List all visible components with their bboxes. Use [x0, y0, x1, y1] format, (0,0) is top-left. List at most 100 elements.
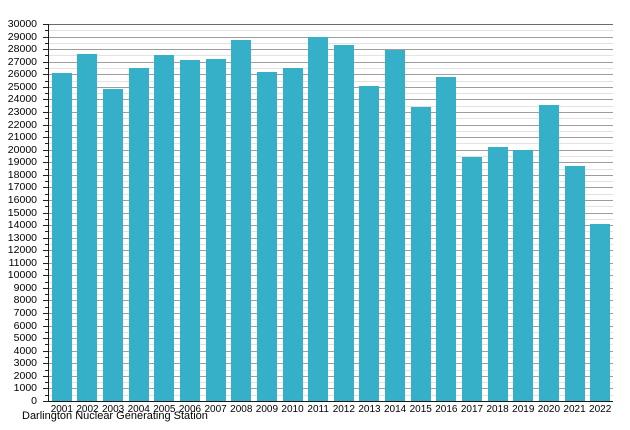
- bar-2013: [359, 85, 380, 401]
- gridline-6000: [49, 325, 613, 327]
- gridline-25500: [49, 80, 613, 82]
- gridline-21000: [49, 137, 613, 139]
- y-tick-15000: [43, 212, 48, 214]
- x-label-2008: 2008: [230, 404, 253, 415]
- y-label-7000: 7000: [13, 307, 37, 320]
- y-tick-12500: [45, 243, 48, 245]
- gridline-16500: [49, 193, 613, 195]
- y-tick-23500: [45, 105, 48, 107]
- bar-2016: [436, 76, 457, 401]
- gridline-9000: [49, 287, 613, 289]
- y-tick-6500: [45, 319, 48, 321]
- y-label-15000: 15000: [7, 206, 37, 219]
- y-label-26000: 26000: [7, 68, 37, 81]
- y-tick-22500: [45, 118, 48, 120]
- gridline-2000: [49, 375, 613, 377]
- gridline-29000: [49, 36, 613, 38]
- gridline-24000: [49, 99, 613, 101]
- gridline-11000: [49, 262, 613, 264]
- y-tick-23000: [43, 111, 48, 113]
- gridline-9500: [49, 281, 613, 283]
- y-tick-18000: [43, 174, 48, 176]
- gridline-1500: [49, 382, 613, 384]
- bar-2001: [51, 73, 72, 401]
- gridline-19000: [49, 162, 613, 164]
- y-tick-24500: [45, 93, 48, 95]
- y-label-22000: 22000: [7, 118, 37, 131]
- gridline-30000: [49, 24, 613, 25]
- bar-2007: [205, 58, 226, 401]
- gridline-10500: [49, 269, 613, 271]
- bar-2014: [385, 49, 406, 401]
- y-tick-5500: [45, 331, 48, 333]
- gridline-500: [49, 394, 613, 396]
- gridline-8000: [49, 300, 613, 302]
- x-label-2006: 2006: [178, 404, 202, 415]
- gridline-12500: [49, 243, 613, 245]
- y-label-25000: 25000: [7, 80, 37, 93]
- y-tick-19500: [45, 155, 48, 157]
- plot-area: 0 1000 2000 3000 4000 5000 6000 7000 8000 9000 100…: [8, 19, 613, 415]
- y-label-5000: 5000: [13, 332, 37, 345]
- gridline-5000: [49, 338, 613, 340]
- y-tick-27500: [45, 55, 48, 57]
- x-label-2010: 2010: [281, 404, 304, 415]
- x-label-2002: 2002: [76, 404, 99, 415]
- gridline-28500: [49, 42, 613, 44]
- y-tick-29000: [43, 36, 48, 38]
- y-tick-0: [43, 401, 48, 402]
- x-label-2001: 2001: [50, 404, 73, 415]
- gridline-26500: [49, 67, 613, 69]
- gridline-5500: [49, 331, 613, 333]
- gridline-7500: [49, 306, 613, 308]
- gridline-17000: [49, 187, 613, 189]
- y-label-19000: 19000: [7, 156, 37, 169]
- bar-2015: [410, 106, 431, 401]
- bar-2020: [538, 105, 559, 401]
- gridline-27500: [49, 55, 613, 57]
- gridline-8500: [49, 294, 613, 296]
- x-label-2016: 2016: [435, 404, 458, 415]
- y-label-24000: 24000: [7, 93, 37, 106]
- bar-2008: [231, 39, 252, 401]
- y-label-1000: 1000: [13, 382, 37, 395]
- y-tick-3000: [43, 363, 48, 365]
- y-label-23000: 23000: [7, 105, 37, 118]
- y-label-30000: 30000: [7, 18, 37, 30]
- bar-2022: [590, 223, 611, 401]
- x-label-2020: 2020: [537, 404, 561, 415]
- y-tick-5000: [43, 338, 48, 340]
- y-tick-12000: [43, 250, 48, 252]
- y-tick-3500: [45, 357, 48, 359]
- x-label-2022: 2022: [589, 404, 612, 415]
- y-label-14000: 14000: [7, 219, 37, 232]
- y-tick-28000: [43, 49, 48, 51]
- gridline-22000: [49, 124, 613, 126]
- gridline-25000: [49, 86, 613, 88]
- y-tick-14000: [43, 225, 48, 227]
- x-label-2012: 2012: [332, 404, 355, 415]
- y-label-27000: 27000: [7, 55, 37, 68]
- gridline-20000: [49, 149, 613, 151]
- gridline-21500: [49, 130, 613, 132]
- y-tick-8500: [45, 294, 48, 296]
- bar-2005: [154, 55, 175, 401]
- y-tick-1000: [43, 388, 48, 390]
- gridline-17500: [49, 181, 613, 183]
- gridline-11500: [49, 256, 613, 258]
- y-tick-11500: [45, 256, 48, 258]
- y-label-3000: 3000: [13, 357, 37, 370]
- y-tick-1500: [45, 382, 48, 384]
- y-tick-8000: [43, 300, 48, 302]
- x-label-2009: 2009: [255, 404, 279, 415]
- y-label-20000: 20000: [7, 143, 37, 156]
- y-label-28000: 28000: [7, 43, 37, 56]
- gridline-28000: [49, 49, 613, 51]
- y-label-18000: 18000: [7, 168, 37, 181]
- x-label-2005: 2005: [153, 404, 176, 415]
- gridline-13000: [49, 237, 613, 239]
- y-tick-16500: [45, 193, 48, 195]
- y-tick-25000: [43, 86, 48, 88]
- y-tick-10000: [43, 275, 48, 277]
